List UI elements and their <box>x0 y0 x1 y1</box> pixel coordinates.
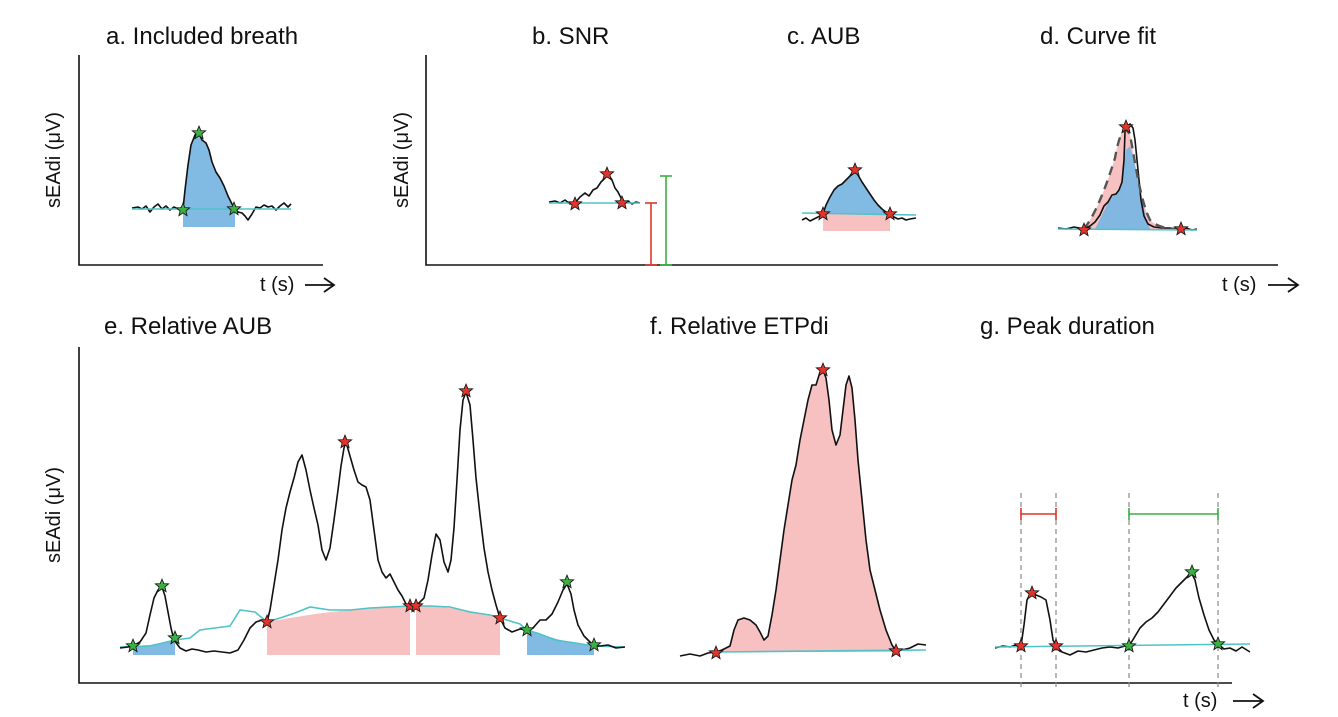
end-star-marker <box>1173 221 1189 236</box>
baseline <box>994 643 1251 648</box>
axes-panels-efg: sEAdi (μV) t (s) <box>43 347 1265 712</box>
panel-f-title: f. Relative ETPdi <box>650 313 829 340</box>
breath-fill <box>1095 146 1150 229</box>
panel-b-title: b. SNR <box>532 23 609 50</box>
start-star-marker <box>567 196 583 211</box>
aub-fill-right <box>416 606 500 655</box>
panel-g <box>994 493 1251 690</box>
axes-panels-bcd: sEAdi (μV) t (s) <box>391 55 1300 296</box>
panel-f <box>679 362 927 660</box>
breath-fill <box>823 170 890 214</box>
aub-fill-left <box>267 606 410 655</box>
peak-star-marker <box>599 166 615 181</box>
peak-star-marker <box>1024 585 1040 600</box>
x-axis-label-a: t (s) <box>260 274 294 296</box>
panel-c-title: c. AUB <box>787 23 860 50</box>
signal-trace <box>548 173 641 205</box>
panel-a-title: a. Included breath <box>106 23 298 50</box>
long-duration-bar <box>1128 508 1219 520</box>
signal-range-bar <box>660 175 672 266</box>
aub-fill <box>183 209 235 227</box>
x-axis-label-efg: t (s) <box>1183 690 1217 712</box>
curve-fit <box>1083 129 1181 231</box>
y-axis-label-efg: sEAdi (μV) <box>43 467 65 563</box>
aub-fill <box>823 214 890 231</box>
panel-a <box>131 125 292 227</box>
panel-e-title: e. Relative AUB <box>104 313 272 340</box>
short-duration-bar <box>1020 508 1057 520</box>
right-arrow-icon <box>1268 277 1300 293</box>
noise-range-bar <box>645 202 657 266</box>
peak-star-marker <box>458 383 474 398</box>
signal-trace <box>679 369 927 657</box>
panel-c <box>801 162 917 231</box>
breath-fill <box>183 133 235 209</box>
end-star-marker <box>614 195 630 210</box>
panel-d <box>1057 119 1198 237</box>
y-axis-label-bcd: sEAdi (μV) <box>391 112 413 208</box>
breath-fill-left <box>133 640 175 655</box>
etp-fill <box>716 370 896 652</box>
panel-b <box>548 166 672 266</box>
start-star-marker <box>708 645 724 660</box>
signal-trace <box>119 391 626 654</box>
panel-e <box>119 383 626 655</box>
right-arrow-icon <box>305 277 336 293</box>
y-axis-label-a: sEAdi (μV) <box>43 112 65 208</box>
axes-panel-a: sEAdi (μV) t (s) <box>43 55 336 296</box>
panel-d-title: d. Curve fit <box>1040 23 1156 50</box>
panel-g-title: g. Peak duration <box>980 313 1155 340</box>
right-arrow-icon <box>1233 693 1265 709</box>
x-axis-label-bcd: t (s) <box>1222 274 1256 296</box>
